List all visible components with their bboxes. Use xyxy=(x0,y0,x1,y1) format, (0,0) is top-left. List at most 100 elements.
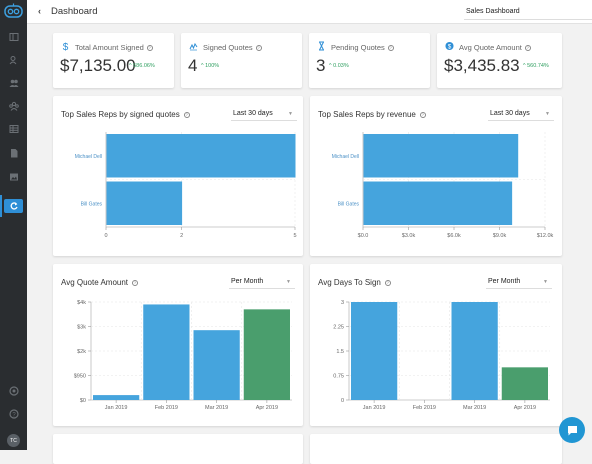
y-tick-label: $950 xyxy=(74,374,86,380)
chart-title: Avg Days To Sign? xyxy=(318,278,391,287)
chat-button[interactable] xyxy=(559,417,585,443)
x-tick-label: Feb 2019 xyxy=(413,405,436,411)
stat-card-avg-quote: $ Avg Quote Amount? $3,435.83 ^ 560.74% xyxy=(437,33,562,88)
stat-change: ^ 586.06% xyxy=(129,63,155,69)
bar-chart: 0 0.75 1.5 2.25 3 Jan 2019 Feb 2019 Mar 2019 Apr… xyxy=(333,300,550,411)
x-tick-label: 0 xyxy=(104,233,107,239)
stat-label: Pending Quotes? xyxy=(331,43,394,52)
chevron-down-icon: ▼ xyxy=(543,279,548,285)
chat-icon xyxy=(567,425,577,435)
dashboard-select-value: Sales Dashboard xyxy=(466,8,520,15)
category-label: Michael Dell xyxy=(332,154,359,160)
info-icon: ? xyxy=(146,45,153,51)
active-indicator xyxy=(0,195,2,217)
bar xyxy=(363,134,519,178)
stat-value: 3 xyxy=(316,56,326,75)
bar xyxy=(451,302,498,400)
stat-change: ^ 100% xyxy=(201,63,220,69)
stat-label: Signed Quotes? xyxy=(203,43,262,52)
hourglass-icon xyxy=(319,41,324,51)
bar xyxy=(363,181,513,225)
chart-title: Top Sales Reps by signed quotes? xyxy=(61,110,190,119)
info-icon: ? xyxy=(384,280,391,286)
bar xyxy=(193,330,240,400)
app-logo-icon[interactable] xyxy=(4,3,23,20)
chevron-down-icon: ▼ xyxy=(286,279,291,285)
stat-label: Avg Quote Amount? xyxy=(459,43,531,52)
groups-icon[interactable] xyxy=(4,99,23,113)
stat-card-pending-quotes: Pending Quotes? 3 ^ 0.03% xyxy=(309,33,430,88)
chart-card-partial xyxy=(53,434,303,464)
period-select[interactable]: Per Month ▼ xyxy=(486,274,552,289)
x-tick-label: Feb 2019 xyxy=(155,405,178,411)
y-tick-label: 0.75 xyxy=(333,374,344,380)
y-tick-label: $2k xyxy=(77,349,86,355)
x-tick-label: Mar 2019 xyxy=(205,405,228,411)
stat-card-total-amount: $ Total Amount Signed? $7,135.00 ^ 586.0… xyxy=(53,33,174,88)
bar xyxy=(351,302,398,400)
y-tick-label: 1.5 xyxy=(336,349,344,355)
svg-text:$: $ xyxy=(448,43,452,50)
x-tick-label: Jan 2019 xyxy=(105,405,128,411)
document-icon[interactable] xyxy=(4,146,23,160)
chart-card-signed-quotes: Top Sales Reps by signed quotes? Last 30… xyxy=(53,96,303,256)
bar-chart: $0 $950 $2k $3k $4k Jan 2019 Feb 2019 Mar 2019 A… xyxy=(74,300,292,411)
period-select[interactable]: Last 30 days ▼ xyxy=(488,106,554,121)
period-select[interactable]: Last 30 days ▼ xyxy=(231,106,297,121)
stat-value: 4 xyxy=(188,56,198,75)
chevron-down-icon: ▼ xyxy=(288,111,293,117)
avatar[interactable]: TC xyxy=(7,434,20,447)
x-tick-label: Apr 2019 xyxy=(514,405,536,411)
y-tick-label: $4k xyxy=(77,300,86,306)
dollar-icon: $ xyxy=(63,42,69,51)
chart-card-partial xyxy=(310,434,562,464)
signature-icon xyxy=(189,42,198,51)
stat-change: ^ 0.03% xyxy=(329,63,349,69)
settings-icon[interactable] xyxy=(4,384,23,398)
x-tick-label: 5 xyxy=(293,233,296,239)
chart-card-revenue: Top Sales Reps by revenue? Last 30 days ▼… xyxy=(310,96,562,256)
bar xyxy=(106,134,296,178)
image-icon[interactable] xyxy=(4,170,23,184)
table-icon[interactable] xyxy=(4,122,23,136)
stat-card-signed-quotes: Signed Quotes? 4 ^ 100% xyxy=(181,33,302,88)
back-arrow-icon[interactable]: ‹ xyxy=(38,6,41,16)
stat-change: ^ 560.74% xyxy=(523,63,549,69)
period-select[interactable]: Per Month ▼ xyxy=(229,274,295,289)
top-bar: ‹ Dashboard Sales Dashboard ▼ xyxy=(27,0,592,24)
category-label: Michael Dell xyxy=(75,154,102,160)
bar xyxy=(93,395,140,400)
dollar-circle-icon: $ xyxy=(445,41,454,50)
page-title: Dashboard xyxy=(51,6,98,17)
chevron-down-icon: ▼ xyxy=(545,111,550,117)
category-label: Bill Gates xyxy=(81,201,103,207)
svg-text:$: $ xyxy=(63,42,69,51)
y-tick-label: 0 xyxy=(341,398,344,404)
stat-value: $3,435.83 xyxy=(444,56,520,75)
dashboard-icon[interactable] xyxy=(4,30,23,44)
refresh-icon[interactable] xyxy=(4,199,23,213)
category-label: Bill Gates xyxy=(338,201,360,207)
users-icon[interactable] xyxy=(4,76,23,90)
contacts-icon[interactable] xyxy=(4,53,23,67)
dashboard-select[interactable]: Sales Dashboard ▼ xyxy=(464,4,592,20)
x-tick-label: $12.0k xyxy=(537,233,554,239)
chart-card-avg-quote-amount: Avg Quote Amount? Per Month ▼ $0 $950 $2k $3… xyxy=(53,264,303,426)
x-tick-label: $3.0k xyxy=(402,233,416,239)
info-icon: ? xyxy=(387,45,394,51)
x-tick-label: $6.0k xyxy=(447,233,461,239)
bar-chart: 0 2 5 Michael Dell Bill Gates xyxy=(75,132,297,239)
sidebar: ? TC xyxy=(0,0,27,450)
help-icon[interactable]: ? xyxy=(4,407,23,421)
stat-value: $7,135.00 xyxy=(60,56,136,75)
y-tick-label: $3k xyxy=(77,325,86,331)
x-tick-label: Apr 2019 xyxy=(256,405,278,411)
y-tick-label: 2.25 xyxy=(333,325,344,331)
bar xyxy=(106,181,183,225)
bar xyxy=(501,367,548,400)
stat-label: Total Amount Signed? xyxy=(75,43,153,52)
x-tick-label: 2 xyxy=(180,233,183,239)
bar-chart: $0.0 $3.0k $6.0k $9.0k $12.0k Michael Dell Bil… xyxy=(332,132,554,239)
chart-title: Top Sales Reps by revenue? xyxy=(318,110,426,119)
info-icon: ? xyxy=(255,45,262,51)
